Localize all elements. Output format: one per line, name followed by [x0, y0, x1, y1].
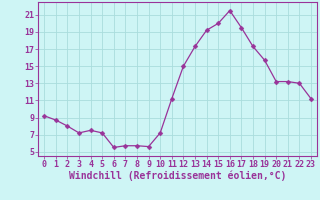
X-axis label: Windchill (Refroidissement éolien,°C): Windchill (Refroidissement éolien,°C): [69, 171, 286, 181]
